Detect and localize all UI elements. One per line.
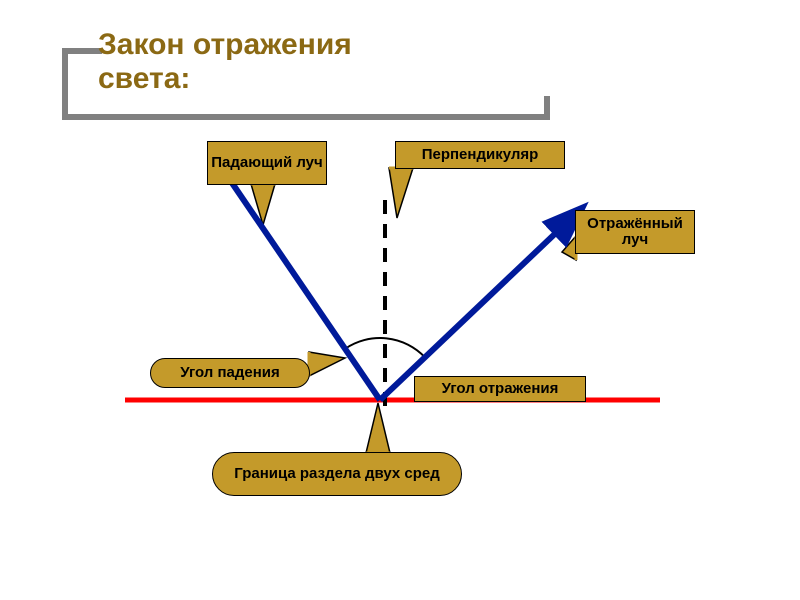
label-boundary: Граница раздела двух сред <box>212 452 462 496</box>
label-incident-ray: Падающий луч <box>207 141 327 185</box>
label-angle-of-incidence: Угол падения <box>150 358 310 388</box>
diagram-stage: Закон отражения света: Падающий лучПерпе… <box>0 0 800 600</box>
label-perpendicular: Перпендикуляр <box>395 141 565 169</box>
reflection-diagram <box>0 0 800 600</box>
label-reflected-ray: Отражённый луч <box>575 210 695 254</box>
label-angle-of-reflection: Угол отражения <box>414 376 586 402</box>
